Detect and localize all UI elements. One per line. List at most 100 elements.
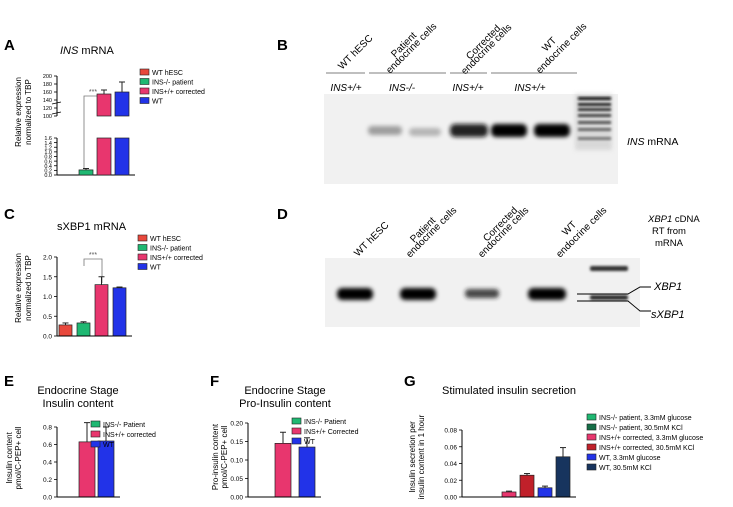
chart-f: Endocrine Stage Pro-Insulin content Pro-… (211, 385, 331, 490)
chart-G-tick-label: 0.02 (444, 478, 457, 485)
chart-C-tick-label: 1.0 (43, 294, 52, 301)
chart-C-tick-label: 0.5 (43, 314, 52, 321)
chart-A-tick-label: 1.6 (44, 136, 52, 142)
chart-f-title-1: Endocrine Stage (244, 385, 325, 397)
chart-C-legend-label: WT hESC (150, 236, 181, 243)
chart-F-tick-label: 0.10 (230, 458, 243, 465)
panel-letter-f: F (210, 373, 219, 390)
gel-d-ladder-band (590, 295, 628, 300)
chart-e-title-1: Endocrine Stage (37, 385, 118, 397)
gel-d-pointer-xbp1 (577, 286, 651, 295)
chart-g: Stimulated insulin secretion Insulin sec… (408, 385, 576, 499)
chart-G-legend-swatch (586, 433, 597, 441)
chart-A-legend-label: WT (152, 99, 164, 106)
chart-A-tick-label: 140 (43, 98, 52, 104)
chart-C-bar (94, 284, 109, 337)
chart-F-legend-swatch (291, 427, 302, 435)
chart-C-legend-swatch (137, 263, 148, 270)
gel-d-band (465, 289, 499, 298)
gel-b-band (409, 128, 441, 136)
chart-a-ylabel-1: Relative expression (14, 77, 23, 147)
chart-A-legend-label: WT hESC (152, 70, 183, 77)
chart-A-tick-label: 0.0 (44, 173, 52, 179)
gel-b-ladder (578, 97, 611, 140)
chart-A-legend-swatch (139, 97, 150, 104)
chart-A-tick-label: 1.4 (44, 141, 52, 147)
chart-G-legend-swatch (586, 453, 597, 461)
gel-b-band-label: INS mRNA (627, 136, 678, 148)
gel-d-lane-label: WT hESC (352, 220, 391, 259)
chart-E-tick-label: 0.0 (43, 495, 52, 502)
chart-F-bar (298, 446, 316, 498)
gel-d-band (400, 288, 436, 300)
chart-E-legend-label: INS+/+ corrected (103, 432, 156, 439)
chart-c: sXBP1 mRNA Relative expression normalize… (14, 221, 127, 323)
chart-f-ylabel-2: pmol/C-PEP+ cell (220, 425, 229, 488)
gel-b-lane-label: WT hESC (336, 33, 375, 72)
chart-C-legend-swatch (137, 244, 148, 251)
chart-c-sig-mark: *** (89, 252, 97, 259)
chart-E-tick-label: 0.6 (43, 442, 52, 449)
gel-b: WT hESC Patient endocrine cells Correcte… (324, 21, 678, 184)
gel-d-band-label-sxbp1: sXBP1 (651, 309, 685, 321)
chart-C-legend-label: INS-/- patient (150, 246, 191, 253)
chart-G-legend-swatch (586, 443, 597, 451)
panel-letter-e: E (4, 373, 14, 390)
chart-A-tick-label: 1.2 (44, 145, 52, 151)
chart-G-legend-swatch (586, 413, 597, 421)
chart-A-tick-label: 100 (43, 114, 52, 120)
chart-C-tick-label: 0.0 (43, 334, 52, 341)
chart-G-tick-label: 0.00 (444, 495, 457, 502)
gel-d-ladder-sub: mRNA (655, 238, 684, 249)
chart-G-legend-label: INS+/+ corrected, 3.3mM glucose (599, 435, 703, 442)
chart-E-bar (97, 440, 115, 498)
gel-d-band (337, 288, 373, 300)
gel-d-band-label-xbp1: XBP1 (653, 281, 682, 293)
chart-F-tick-label: 0.20 (230, 421, 243, 428)
chart-A-legend-swatch (139, 78, 150, 85)
gel-b-lane-label: endocrine cells (459, 22, 514, 77)
gel-d-ladder-band (590, 266, 628, 271)
chart-F-tick-label: 0.15 (230, 439, 243, 446)
chart-E-legend-label: INS-/- Patient (103, 422, 145, 429)
chart-F-legend-swatch (291, 437, 302, 445)
gel-d-ladder-title: XBP1 cDNA (647, 214, 700, 225)
gel-b-genotype: INS-/- (389, 83, 416, 94)
chart-E-legend-label: WT (103, 442, 115, 449)
chart-F-tick-label: 0.05 (230, 476, 243, 483)
chart-A-tick-label: 1.0 (44, 150, 52, 156)
chart-A-bar (114, 91, 130, 117)
chart-G-bar (519, 474, 535, 498)
chart-e-ylabel-2: pmol/C-PEP+ cell (14, 426, 23, 489)
chart-A-tick-label: 0.6 (44, 159, 52, 165)
chart-A-bar (96, 93, 112, 117)
chart-F-legend-label: INS-/- Patient (304, 419, 346, 426)
chart-C-legend-label: INS+/+ corrected (150, 255, 203, 262)
chart-G-tick-label: 0.08 (444, 428, 457, 435)
chart-F-legend-label: WT (304, 439, 316, 446)
chart-G-bar (501, 491, 517, 498)
chart-F-bar (274, 443, 292, 498)
chart-A-bar (78, 169, 94, 176)
chart-F-legend-label: INS+/+ Corrected (304, 429, 359, 436)
gel-b-band (534, 124, 570, 137)
chart-G-legend-label: WT, 3.3mM glucose (599, 455, 661, 462)
chart-E-tick-label: 0.2 (43, 477, 52, 484)
chart-G-legend-swatch (586, 423, 597, 431)
chart-C-legend-swatch (137, 234, 148, 242)
chart-G-legend-label: INS-/- patient, 3.3mM glucose (599, 415, 692, 422)
chart-G-bar (555, 456, 571, 498)
gel-b-genotype: INS+/+ (452, 83, 483, 94)
chart-F-tick-label: 0.00 (230, 495, 243, 502)
gel-b-genotype: INS+/+ (514, 83, 545, 94)
chart-A-tick-label: 0.8 (44, 155, 52, 161)
panel-letter-c: C (4, 206, 15, 223)
chart-c-sig-bracket (83, 258, 103, 283)
chart-a-title: INS mRNA (60, 45, 114, 57)
chart-C-tick-label: 1.5 (43, 274, 52, 281)
chart-G-bar (537, 487, 553, 498)
chart-A-legend-swatch (139, 68, 150, 76)
chart-a-ylabel-2: normalized to TBP (24, 79, 33, 145)
chart-A-legend-label: INS+/+ corrected (152, 89, 205, 96)
chart-E-legend-swatch (90, 420, 101, 428)
